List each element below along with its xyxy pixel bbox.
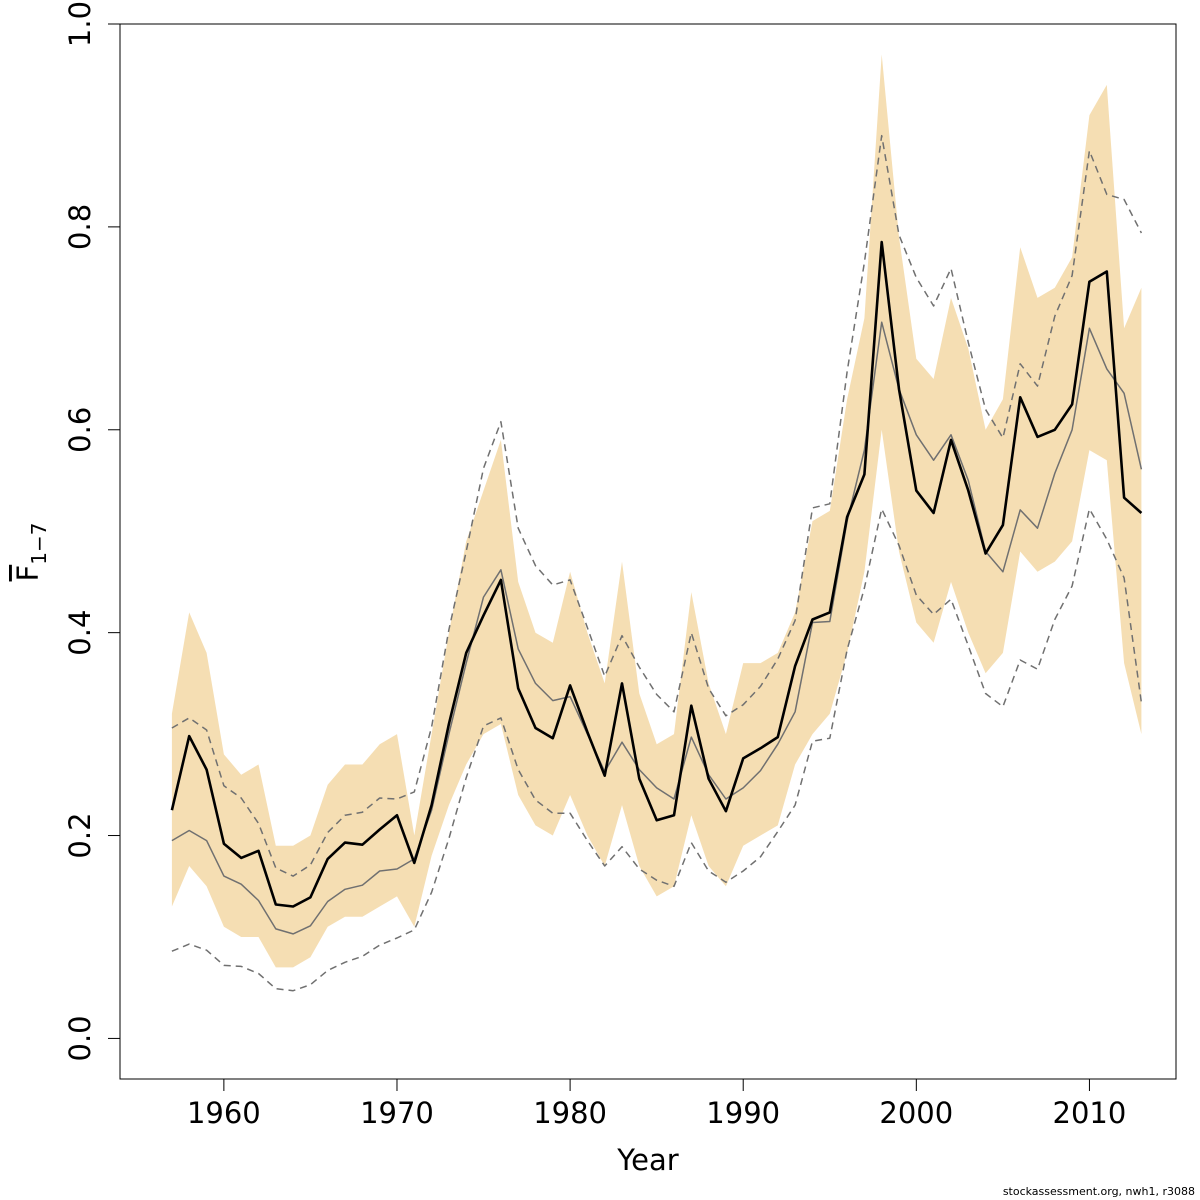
- svg-text:F1−7: F1−7: [11, 523, 51, 582]
- y-tick-label-group: 1.0: [63, 1, 97, 47]
- y-tick-label-group: 0.2: [63, 812, 97, 858]
- band-area: [171, 54, 1142, 968]
- series-line-estimate: [170, 240, 1143, 908]
- x-tick-label: 1970: [360, 1096, 434, 1130]
- y-tick-label: 1.0: [63, 1, 97, 47]
- x-tick-label: 1960: [187, 1096, 261, 1130]
- y-tick-label-group: 0.8: [63, 204, 97, 250]
- y-tick-label: 0.2: [63, 812, 97, 858]
- confidence-band: [171, 54, 1142, 968]
- y-tick-label: 0.0: [63, 1015, 97, 1061]
- y-tick-label-group: 0.0: [63, 1015, 97, 1061]
- y-tick-label-group: 0.4: [63, 610, 97, 656]
- x-tick-label: 2010: [1053, 1096, 1127, 1130]
- x-tick-label: 1990: [706, 1096, 780, 1130]
- x-axis-title: Year: [616, 1143, 678, 1177]
- series-lines: [170, 134, 1143, 992]
- x-tick-label: 1980: [533, 1096, 607, 1130]
- y-axis-title-main: F: [11, 565, 45, 582]
- y-tick-label-group: 0.6: [63, 407, 97, 453]
- y-tick-label: 0.6: [63, 407, 97, 453]
- y-axis-title: F1−7: [11, 523, 51, 582]
- x-tick-label: 2000: [879, 1096, 953, 1130]
- series-line-dashed-2: [171, 134, 1143, 877]
- y-tick-label: 0.8: [63, 204, 97, 250]
- y-axis-title-subscript: 1−7: [27, 523, 51, 565]
- y-tick-label: 0.4: [63, 610, 97, 656]
- footer-credit: stockassessment.org, nwh1, r3088: [1002, 1185, 1195, 1198]
- axes: 1960 1970 1980 1990 2000 2010 0.0 0.2 0.4 0.6 0.8 1…: [63, 1, 1126, 1130]
- series-line-dashed-3: [171, 508, 1143, 992]
